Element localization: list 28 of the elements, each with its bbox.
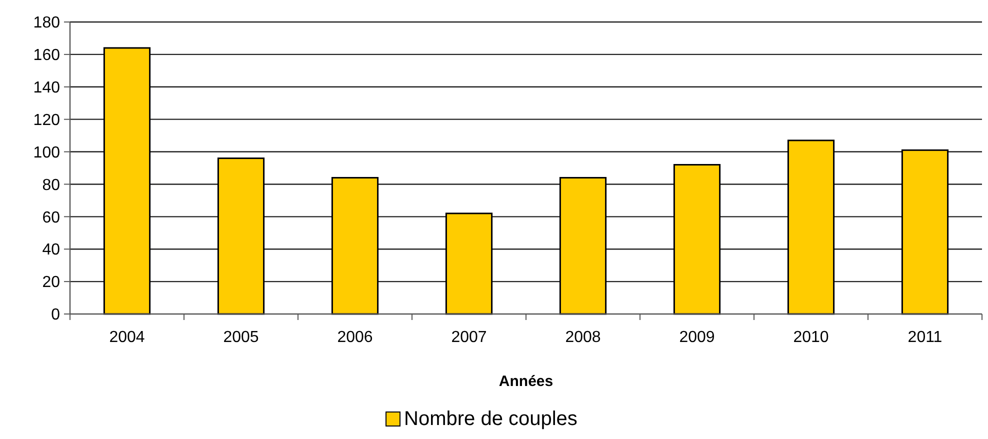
x-tick-label: 2009 [679, 329, 715, 346]
bar [787, 140, 835, 315]
x-tick-label: 2010 [793, 329, 829, 346]
bar [103, 47, 151, 315]
y-tick-label: 120 [33, 112, 60, 129]
bar [331, 176, 379, 315]
bar [217, 158, 265, 315]
y-tick-label: 140 [33, 79, 60, 96]
x-tick-label: 2011 [908, 329, 942, 346]
y-tick-label: 80 [42, 176, 60, 194]
x-axis-title: Années [498, 373, 554, 390]
y-tick-label: 40 [42, 242, 60, 259]
bar [901, 149, 949, 315]
y-tick-label: 160 [33, 47, 60, 64]
x-tick-label: 2005 [223, 329, 259, 346]
bar [559, 176, 607, 315]
bar [673, 164, 721, 315]
x-tick-label: 2006 [337, 329, 373, 346]
y-tick-label: 180 [33, 14, 60, 32]
bar [445, 212, 493, 315]
y-tick-label: 60 [42, 209, 60, 226]
x-tick-label: 2008 [565, 329, 601, 346]
y-tick-label: 100 [33, 144, 60, 162]
y-tick-label: 0 [51, 306, 60, 324]
x-tick-label: 2007 [451, 329, 487, 346]
x-tick-label: 2004 [109, 329, 145, 346]
legend-label: Nombre de couples [404, 408, 578, 430]
y-tick-label: 20 [42, 274, 60, 292]
